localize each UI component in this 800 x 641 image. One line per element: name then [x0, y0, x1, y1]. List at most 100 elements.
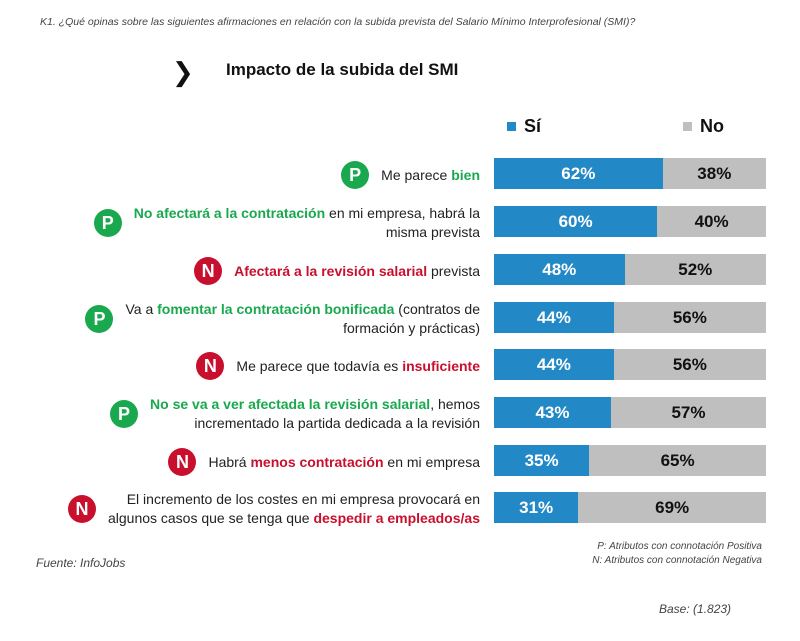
stacked-bar: 35% 65% [494, 445, 766, 476]
positive-badge: P [110, 400, 139, 428]
category-label: N Habrá menos contratación en mi empresa [168, 442, 480, 482]
bar-si: 62% [494, 158, 663, 189]
legend-item-no: No [683, 116, 724, 137]
bar-no: 69% [578, 492, 766, 523]
plain-text: prevista [427, 262, 480, 279]
highlight-text: No afectará a la contratación [133, 205, 326, 221]
negative-badge: N [168, 448, 197, 476]
category-text: El incremento de los costes en mi empres… [108, 490, 480, 528]
category-label: N Afectará a la revisión salarial previst… [194, 251, 480, 291]
note-positive: P: Atributos con connotación Positiva [597, 541, 762, 552]
plain-text: en mi empresa [383, 453, 480, 470]
plain-text: incrementado la partida dedicada a la re… [194, 415, 480, 431]
legend-label-si: Sí [524, 116, 542, 136]
legend-swatch-si [507, 122, 516, 131]
bar-si: 43% [494, 397, 611, 428]
highlight-text: menos contratación [250, 453, 384, 470]
chevron-right-icon: ❯ [172, 57, 194, 87]
chart-row: N Afectará a la revisión salarial previst… [0, 251, 800, 291]
question-text: K1. ¿Qué opinas sobre las siguientes afi… [40, 16, 636, 28]
chart-row: P Me parece bien 62% 38% [0, 155, 800, 195]
source-text: Fuente: InfoJobs [36, 556, 126, 570]
chart-row: N Habrá menos contratación en mi empresa 3… [0, 442, 800, 482]
plain-text: en mi empresa, habrá la [325, 205, 480, 221]
bar-si: 60% [494, 206, 658, 237]
negative-badge: N [194, 257, 223, 285]
legend-label-no: No [700, 116, 724, 136]
stacked-bar: 62% 38% [494, 158, 766, 189]
category-label: P Me parece bien [341, 155, 480, 195]
bar-no: 56% [613, 302, 766, 333]
highlight-text: fomentar la contratación bonificada [157, 301, 395, 317]
legend-item-si: Sí [507, 116, 541, 137]
chart-row: P No se va a ver afectada la revisión sal… [0, 394, 800, 434]
category-line: Me parece bien [381, 166, 480, 185]
category-label: P No afectará a la contratación en mi emp… [93, 203, 480, 243]
category-text: Va a fomentar la contratación bonificada… [125, 300, 480, 338]
bar-si: 44% [494, 302, 614, 333]
plain-text: Habrá [208, 453, 251, 470]
note-negative: N: Atributos con connotación Negativa [592, 555, 762, 566]
chart-row: N El incremento de los costes en mi empre… [0, 489, 800, 529]
plain-text: misma prevista [385, 224, 480, 240]
bar-no: 52% [624, 254, 766, 285]
bar-si: 35% [494, 445, 590, 476]
bar-no: 38% [662, 158, 766, 189]
stacked-bar: 44% 56% [494, 349, 766, 380]
category-line: Habrá menos contratación en mi empresa [208, 453, 480, 472]
category-line: Afectará a la revisión salarial prevista [234, 262, 480, 281]
positive-badge: P [341, 161, 370, 189]
bar-si: 44% [494, 349, 614, 380]
highlight-text: bien [451, 166, 480, 183]
base-text: Base: (1.823) [659, 602, 732, 616]
plain-text: Me parece que todavía es [236, 357, 403, 374]
negative-badge: N [196, 352, 225, 380]
plain-text: El incremento de los costes en mi empres… [126, 491, 480, 507]
positive-badge: P [85, 305, 114, 333]
bar-si: 31% [494, 492, 579, 523]
stacked-bar: 31% 69% [494, 492, 766, 523]
category-label: P No se va a ver afectada la revisión sal… [110, 394, 480, 434]
bar-si: 48% [494, 254, 625, 285]
highlight-text: Afectará a la revisión salarial [234, 262, 428, 279]
category-text: Habrá menos contratación en mi empresa [208, 453, 480, 472]
category-text: Afectará a la revisión salarial prevista [234, 262, 480, 281]
plain-text: Va a [125, 301, 158, 317]
category-text: Me parece bien [381, 166, 480, 185]
category-line: Va a fomentar la contratación bonificada… [125, 300, 480, 319]
category-line: No se va a ver afectada la revisión sala… [150, 395, 480, 414]
plain-text: (contratos de [394, 301, 480, 317]
legend-swatch-no [683, 122, 692, 131]
stacked-bar: 43% 57% [494, 397, 766, 428]
category-text: No afectará a la contratación en mi empr… [134, 204, 480, 242]
stacked-bar: 48% 52% [494, 254, 766, 285]
category-line: formación y prácticas) [125, 319, 480, 338]
chart-row: P Va a fomentar la contratación bonificad… [0, 299, 800, 339]
bar-no: 56% [613, 349, 766, 380]
plain-text: Me parece [381, 166, 452, 183]
category-label: P Va a fomentar la contratación bonificad… [85, 299, 480, 339]
category-label: N Me parece que todavía es insuficiente [196, 346, 480, 386]
chart-title: Impacto de la subida del SMI [226, 60, 459, 79]
bar-no: 57% [610, 397, 766, 428]
bar-no: 40% [657, 206, 766, 237]
category-text: Me parece que todavía es insuficiente [236, 357, 480, 376]
chart-row: N Me parece que todavía es insuficiente 44… [0, 346, 800, 386]
stacked-bar: 60% 40% [494, 206, 766, 237]
negative-badge: N [67, 495, 96, 523]
connotation-note: P: Atributos con connotación Positiva N:… [592, 540, 762, 568]
category-line: algunos casos que se tenga que despedir … [108, 509, 480, 528]
category-line: El incremento de los costes en mi empres… [108, 490, 480, 509]
chart-row: P No afectará a la contratación en mi emp… [0, 203, 800, 243]
category-line: misma prevista [134, 223, 480, 242]
positive-badge: P [93, 209, 122, 237]
bar-no: 65% [589, 445, 766, 476]
stacked-bar: 44% 56% [494, 302, 766, 333]
highlight-text: No se va a ver afectada la revisión sala… [150, 396, 431, 412]
category-line: Me parece que todavía es insuficiente [236, 357, 480, 376]
plain-text: formación y prácticas) [343, 320, 480, 336]
plain-text: , hemos [430, 396, 480, 412]
category-line: incrementado la partida dedicada a la re… [150, 414, 480, 433]
category-text: No se va a ver afectada la revisión sala… [150, 395, 480, 433]
plain-text: algunos casos que se tenga que [107, 510, 314, 526]
